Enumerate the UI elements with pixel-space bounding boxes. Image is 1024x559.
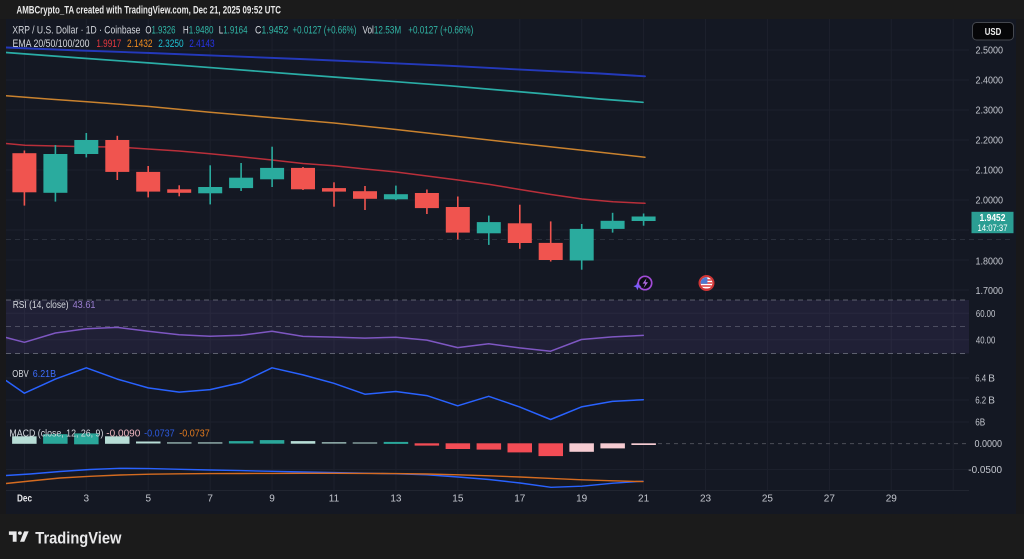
svg-text:B: B <box>988 396 995 407</box>
svg-text:21: 21 <box>638 493 650 504</box>
svg-text:60.00: 60.00 <box>976 309 996 320</box>
svg-text:-0.0737: -0.0737 <box>179 427 210 439</box>
svg-text:2.5000: 2.5000 <box>976 46 1004 57</box>
svg-text:2.2000: 2.2000 <box>976 136 1004 147</box>
svg-text:+0.0127 (+0.66%): +0.0127 (+0.66%) <box>293 24 357 36</box>
svg-text:2.1000: 2.1000 <box>976 166 1004 177</box>
svg-text:+0.0127 (+0.66%): +0.0127 (+0.66%) <box>408 24 473 36</box>
svg-text:O1.9326: O1.9326 <box>145 24 175 36</box>
svg-text:2.3250: 2.3250 <box>158 38 183 50</box>
svg-text:L1.9164: L1.9164 <box>219 24 248 36</box>
svg-text:2.0000: 2.0000 <box>976 196 1004 207</box>
svg-text:-0.0500: -0.0500 <box>968 465 1002 476</box>
svg-text:XRP / U.S. Dollar · 1D · Coinb: XRP / U.S. Dollar · 1D · Coinbase <box>12 24 140 36</box>
svg-text:5: 5 <box>145 493 151 504</box>
svg-text:14:07:37: 14:07:37 <box>978 223 1008 234</box>
svg-text:AMBCrypto_TA created with Trad: AMBCrypto_TA created with TradingView.co… <box>17 4 282 16</box>
svg-text:Dec: Dec <box>17 493 32 504</box>
svg-text:2.1432: 2.1432 <box>127 38 153 50</box>
svg-text:H1.9480: H1.9480 <box>183 24 214 36</box>
svg-text:29: 29 <box>886 493 898 504</box>
svg-text:TradingView: TradingView <box>35 528 122 547</box>
svg-text:27: 27 <box>824 493 836 504</box>
svg-text:0.0000: 0.0000 <box>975 439 1003 450</box>
svg-text:RSI (14, close): RSI (14, close) <box>13 299 69 311</box>
svg-text:2.3000: 2.3000 <box>976 106 1004 117</box>
svg-text:USD: USD <box>985 27 1002 38</box>
svg-text:6.2: 6.2 <box>975 396 986 407</box>
svg-text:2.4000: 2.4000 <box>976 76 1004 87</box>
svg-text:7: 7 <box>207 493 213 504</box>
svg-text:19: 19 <box>576 493 588 504</box>
svg-text:13: 13 <box>390 493 402 504</box>
svg-text:9: 9 <box>269 493 275 504</box>
svg-text:25: 25 <box>762 493 774 504</box>
svg-text:-0.0090: -0.0090 <box>106 427 140 439</box>
svg-text:17: 17 <box>514 493 526 504</box>
svg-text:2.4143: 2.4143 <box>189 38 214 50</box>
svg-text:6B: 6B <box>975 418 985 429</box>
svg-text:-0.0737: -0.0737 <box>144 427 175 439</box>
svg-text:6.21B: 6.21B <box>33 368 56 380</box>
svg-text:B: B <box>988 374 995 385</box>
svg-text:1.9452: 1.9452 <box>980 213 1006 224</box>
svg-text:1.9917: 1.9917 <box>96 38 121 50</box>
svg-text:MACD (close, 12, 26, 9): MACD (close, 12, 26, 9) <box>9 427 103 439</box>
svg-text:11: 11 <box>329 493 340 504</box>
svg-text:Vol12.53M: Vol12.53M <box>363 24 402 36</box>
svg-text:43.61: 43.61 <box>73 299 96 311</box>
svg-text:1.7000: 1.7000 <box>976 286 1004 297</box>
svg-text:6.4: 6.4 <box>975 374 986 385</box>
svg-text:40.00: 40.00 <box>976 335 996 346</box>
svg-text:OBV: OBV <box>12 368 28 380</box>
svg-text:EMA 20/50/100/200: EMA 20/50/100/200 <box>13 38 90 50</box>
svg-text:C1.9452: C1.9452 <box>255 24 288 36</box>
svg-text:3: 3 <box>84 493 90 504</box>
svg-text:1.8000: 1.8000 <box>976 257 1004 268</box>
svg-text:15: 15 <box>452 493 464 504</box>
svg-text:23: 23 <box>700 493 712 504</box>
